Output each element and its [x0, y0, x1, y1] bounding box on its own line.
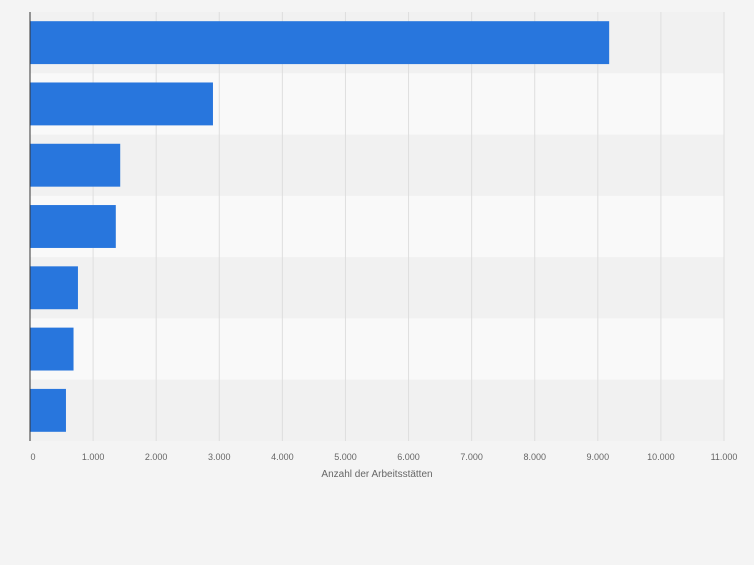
x-tick-label: 7.000	[460, 452, 483, 462]
row-band	[30, 318, 724, 380]
bar[interactable]	[30, 266, 78, 310]
row-band	[30, 195, 724, 258]
bar[interactable]	[30, 388, 66, 432]
gridlines	[92, 12, 725, 441]
row-band	[30, 379, 724, 441]
bar[interactable]	[30, 143, 121, 187]
x-tick-label: 10.000	[647, 452, 675, 462]
x-axis-label: Anzahl der Arbeitsstätten	[321, 469, 432, 480]
bars	[30, 21, 610, 432]
bar[interactable]	[30, 82, 213, 126]
row-bands	[30, 12, 724, 441]
row-band	[30, 134, 724, 196]
x-tick-label: 3.000	[208, 452, 231, 462]
bar[interactable]	[30, 327, 74, 371]
x-tick-label: 4.000	[271, 452, 294, 462]
x-tick-label: 0	[30, 452, 35, 462]
row-band	[30, 257, 724, 319]
bar[interactable]	[30, 21, 610, 65]
x-tick-label: 6.000	[397, 452, 420, 462]
x-tick-label: 5.000	[334, 452, 357, 462]
x-tick-labels: 0 1.000 2.000 3.000 4.000 5.000 6.000 7.000 8.00…	[30, 452, 737, 462]
x-tick-label: 9.000	[587, 452, 610, 462]
x-tick-label: 2.000	[145, 452, 168, 462]
x-tick-label: 8.000	[523, 452, 546, 462]
x-tick-label: 1.000	[82, 452, 105, 462]
x-tick-label: 11.000	[711, 452, 738, 462]
bar[interactable]	[30, 205, 116, 248]
